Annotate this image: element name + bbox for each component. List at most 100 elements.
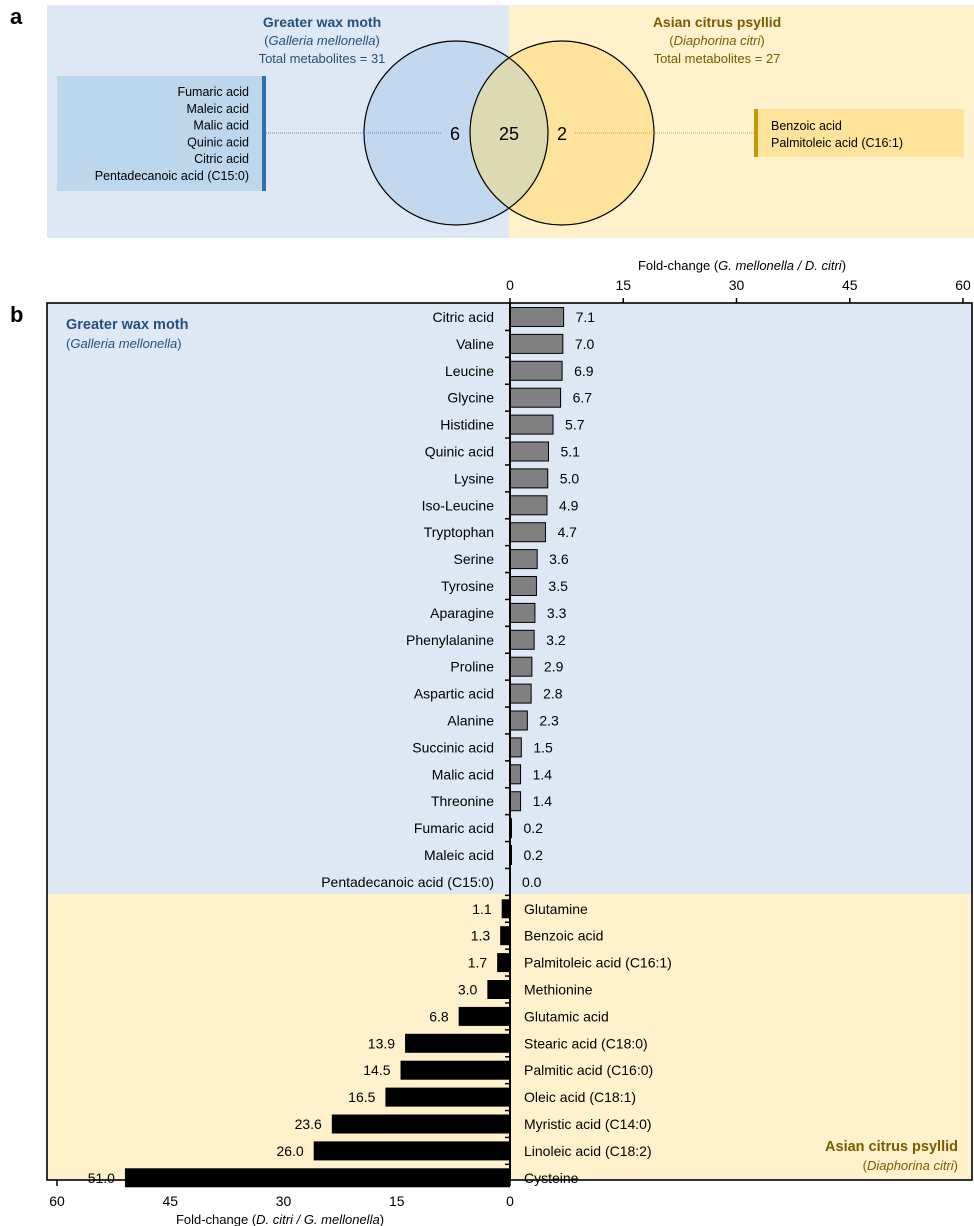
bottom-group-species: Diaphorina citri [867,1158,955,1173]
bar-bottom [401,1061,510,1080]
value-label: 4.9 [559,497,579,513]
category-label: Phenylalanine [406,632,494,648]
left-group-species-line: (Galleria mellonella) [264,33,380,48]
bar-top [510,550,537,569]
bar-top [510,415,553,434]
bottom-axis-tick-label: 45 [162,1193,178,1209]
bottom-axis-tick-label: 0 [506,1193,514,1209]
value-label: 2.9 [544,659,564,675]
value-label: 1.1 [472,901,492,917]
right-group-total: Total metabolites = 27 [654,51,781,66]
bottom-axis-tick-label: 60 [49,1193,65,1209]
bar-top [510,469,548,488]
right-unique-box-accent [754,109,758,157]
value-label: 3.3 [547,605,567,621]
value-label: 3.6 [549,551,569,567]
category-label: Lysine [454,470,494,486]
value-label: 0.0 [522,874,542,890]
bottom-group-name: Asian citrus psyllid [825,1139,958,1155]
value-label: 0.2 [524,847,544,863]
value-label: 1.4 [533,793,553,809]
bar-top [510,684,531,703]
venn-right-unique-count: 2 [557,124,567,144]
value-label: 23.6 [295,1116,322,1132]
value-label: 1.7 [468,955,488,971]
value-label: 1.4 [533,766,553,782]
value-label: 3.2 [546,632,566,648]
category-label: Stearic acid (C18:0) [524,1035,648,1051]
category-label: Myristic acid (C14:0) [524,1116,652,1132]
category-label: Pentadecanoic acid (C15:0) [321,874,494,890]
value-label: 2.3 [539,713,559,729]
bar-top [510,577,536,596]
left-unique-item: Pentadecanoic acid (C15:0) [95,169,249,183]
bottom-group-species-line: (Diaphorina citri) [863,1158,958,1173]
left-unique-item: Quinic acid [187,135,249,149]
category-label: Glutamine [524,901,588,917]
bar-top [510,361,562,380]
bar-top [510,711,527,730]
value-label: 13.9 [368,1035,395,1051]
top-axis-tick-label: 0 [506,277,514,293]
category-label: Palmitoleic acid (C16:1) [524,955,672,971]
bar-bottom [459,1007,510,1026]
left-unique-box-accent [262,76,266,191]
category-label: Glutamic acid [524,1008,609,1024]
bar-top [510,442,549,461]
value-label: 3.5 [548,578,568,594]
bar-top [510,738,521,757]
value-label: 5.0 [560,470,580,486]
value-label: 5.7 [565,417,585,433]
top-axis-tick-label: 30 [729,277,745,293]
panel-b: b Greater wax moth (Galleria mellonella)… [10,258,972,1226]
top-group-species-line: (Galleria mellonella) [66,336,182,351]
category-label: Tyrosine [441,578,494,594]
bar-bottom [497,953,510,972]
category-label: Fumaric acid [414,820,494,836]
value-label: 4.7 [557,524,577,540]
value-label: 2.8 [543,686,563,702]
value-label: 14.5 [363,1062,390,1078]
panel-b-label: b [10,302,23,327]
value-label: 6.9 [574,363,594,379]
category-label: Serine [454,551,495,567]
value-label: 3.0 [458,982,478,998]
left-unique-item: Citric acid [194,152,249,166]
category-label: Glycine [447,390,494,406]
value-label: 5.1 [561,444,581,460]
right-group-name: Asian citrus psyllid [653,14,781,30]
category-label: Proline [450,659,494,675]
value-label: 26.0 [276,1143,303,1159]
value-label: 7.0 [575,336,595,352]
bar-top [510,388,561,407]
panel-a-label: a [10,4,23,29]
bar-bottom [385,1088,510,1107]
value-label: 1.3 [471,928,491,944]
value-label: 1.5 [533,739,553,755]
value-label: 16.5 [348,1089,375,1105]
right-group-species-line: (Diaphorina citri) [669,33,764,48]
bottom-axis-tick-label: 30 [276,1193,292,1209]
bar-top [510,765,521,784]
bar-top [510,523,545,542]
venn-left-unique-count: 6 [450,124,460,144]
category-label: Palmitic acid (C16:0) [524,1062,653,1078]
top-axis-tick-label: 15 [615,277,631,293]
category-label: Linoleic acid (C18:2) [524,1143,652,1159]
right-unique-item: Palmitoleic acid (C16:1) [771,136,903,150]
top-axis-tick-label: 60 [955,277,971,293]
category-label: Citric acid [433,309,494,325]
value-label: 51.0 [88,1170,115,1186]
category-label: Maleic acid [424,847,494,863]
category-label: Alanine [447,713,494,729]
top-group-species: Galleria mellonella [70,336,177,351]
bar-top [510,630,534,649]
category-label: Oleic acid (C18:1) [524,1089,636,1105]
category-label: Valine [456,336,494,352]
value-label: 7.1 [576,309,596,325]
category-label: Malic acid [432,766,494,782]
panel-a: a Greater wax moth (Galleria mellonella)… [10,4,974,238]
top-axis-title: Fold-change (G. mellonella / D. citri) [638,258,846,273]
bar-bottom [125,1168,510,1187]
left-unique-item: Maleic acid [186,102,249,116]
